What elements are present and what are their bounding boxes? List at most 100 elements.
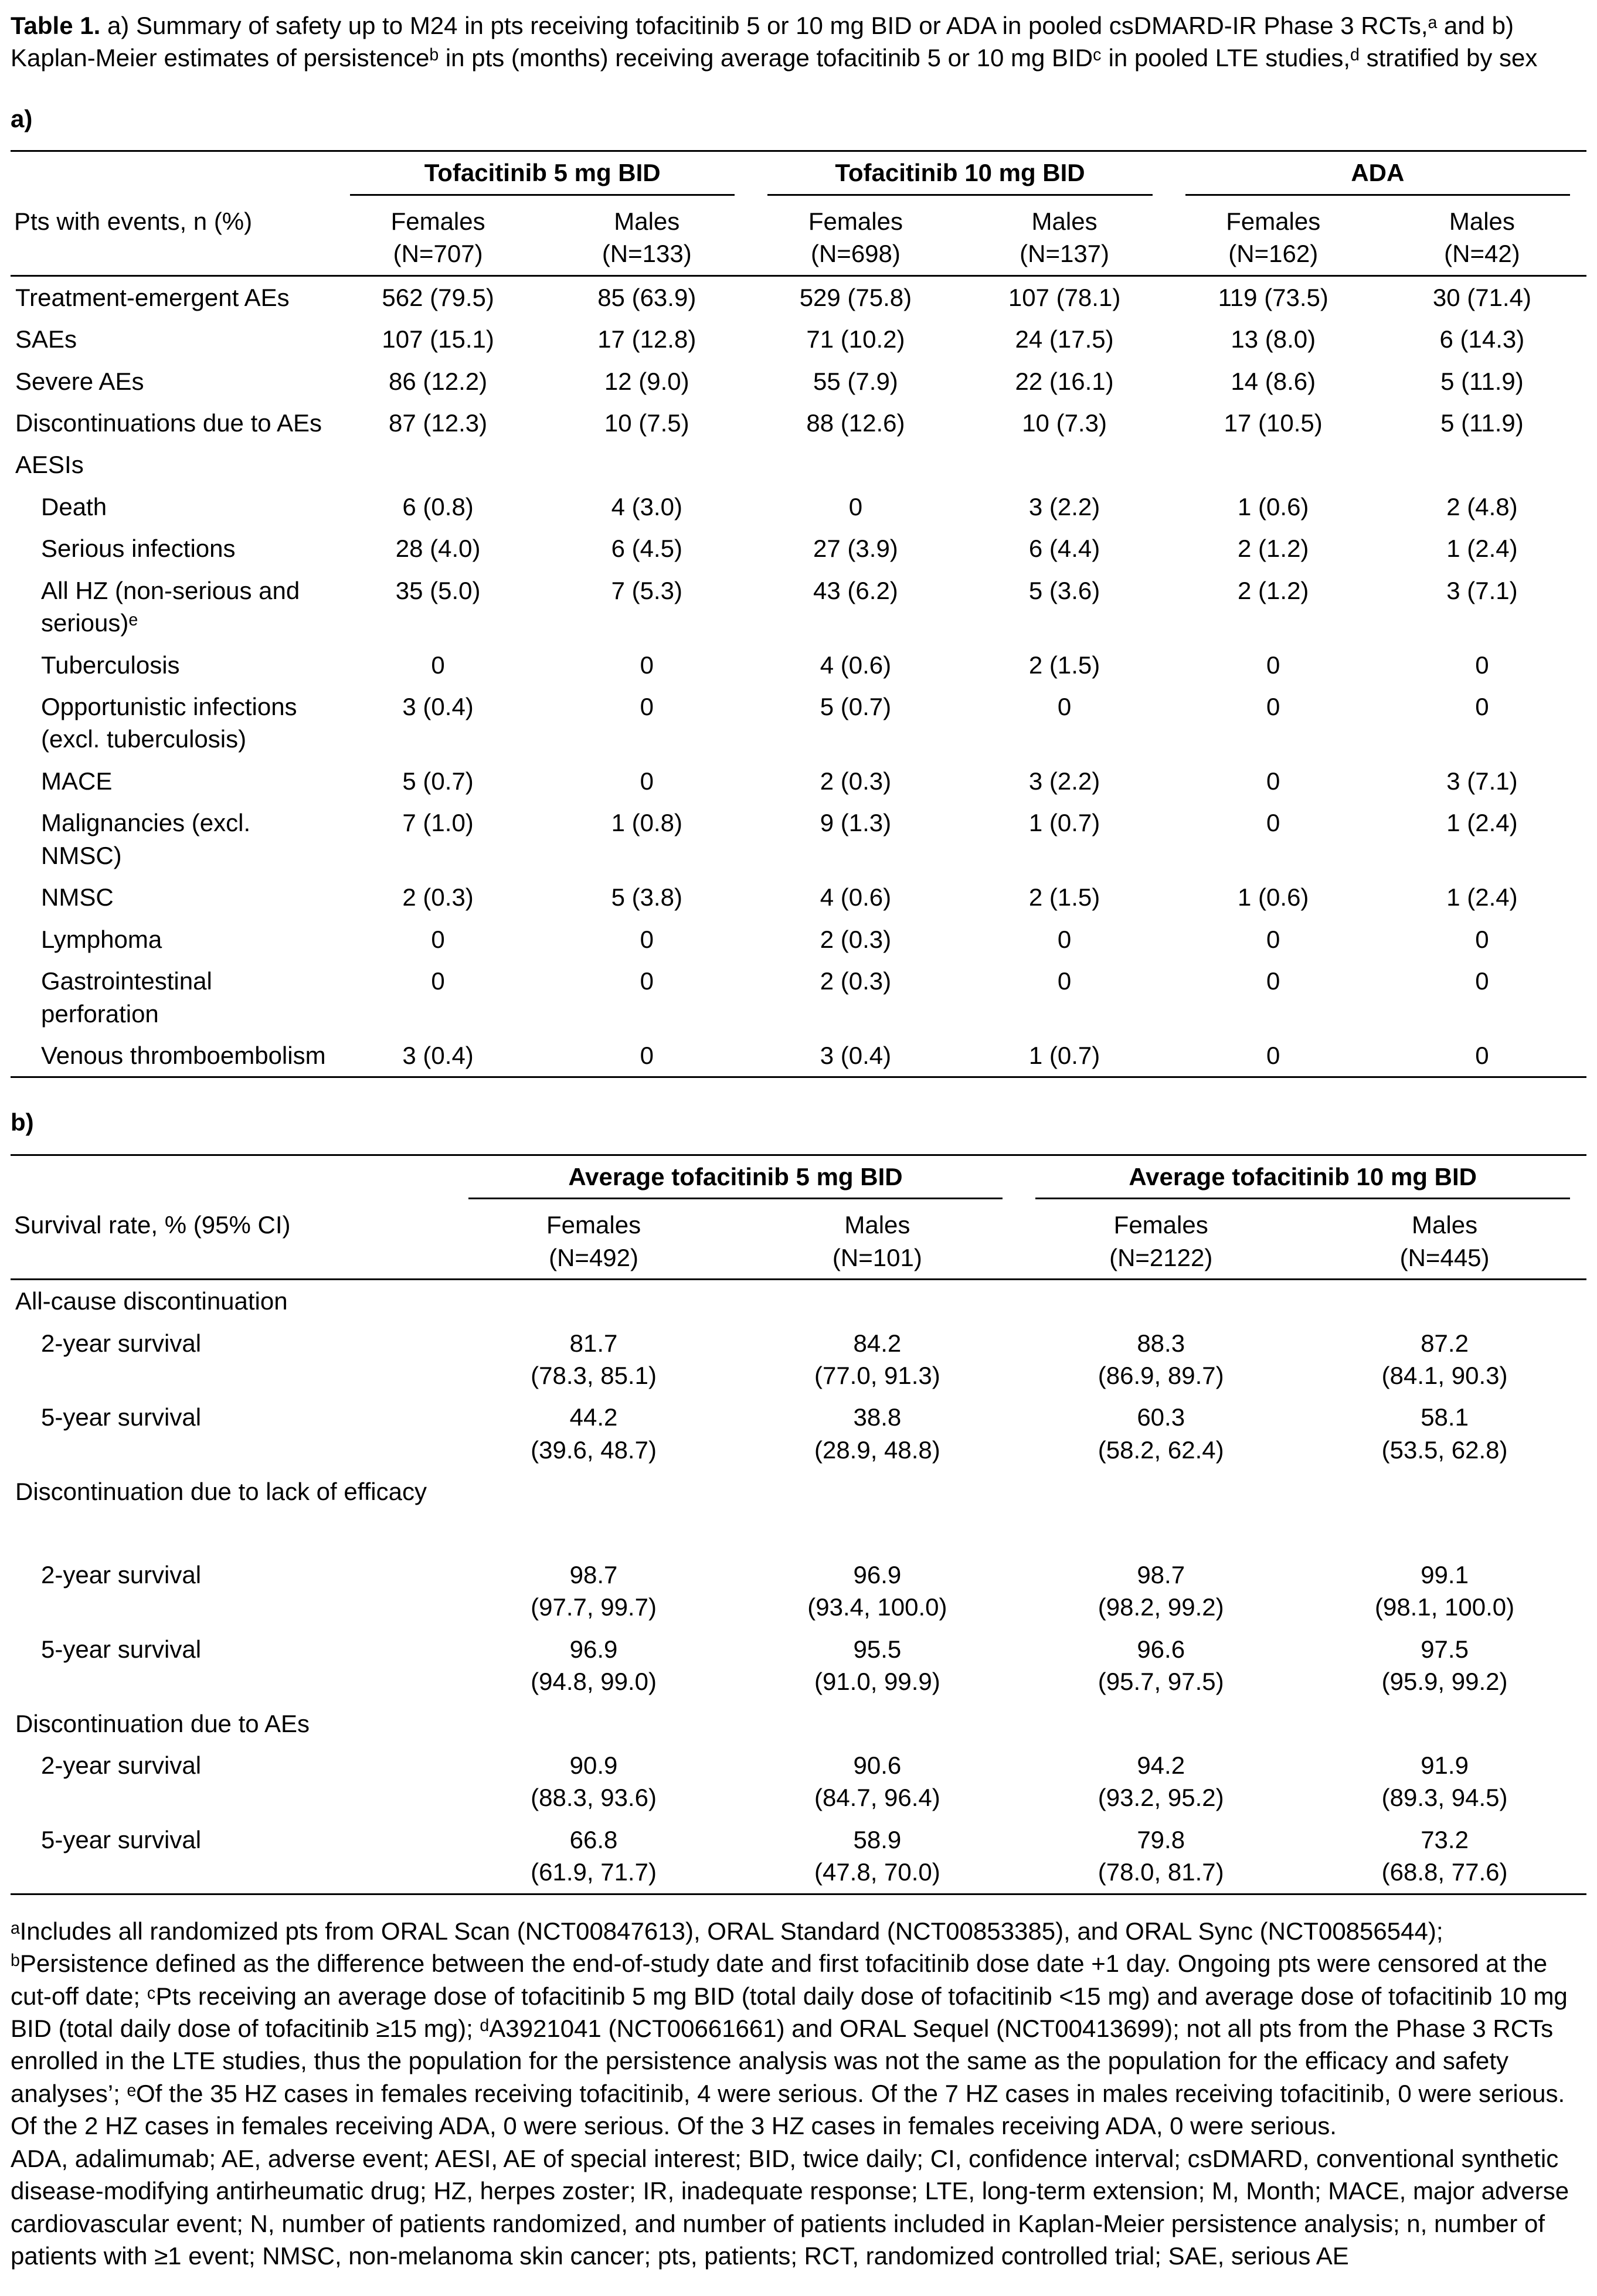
confidence-interval: (68.8, 77.6)	[1381, 1858, 1508, 1886]
group-header-label: Tofacitinib 10 mg BID	[767, 157, 1153, 196]
col-header-sex: Males	[1031, 207, 1097, 235]
table-row: SAEs 107 (15.1) 17 (12.8) 71 (10.2) 24 (…	[11, 318, 1586, 360]
footnote-notes: ᵃIncludes all randomized pts from ORAL S…	[11, 1917, 1568, 2140]
cell-value: 0	[1266, 1041, 1280, 1069]
table-row: 2-year survival 98.7 (97.7, 99.7) 96.9 (93…	[11, 1554, 1586, 1628]
cell-value: 1 (2.4)	[1446, 883, 1518, 911]
section-label: AESIs	[15, 451, 84, 479]
col-header-females-162: Females (N=162)	[1168, 200, 1378, 277]
cell-value: 0	[431, 925, 445, 953]
row-label: Lymphoma	[41, 925, 162, 953]
group-header-label: Average tofacitinib 10 mg BID	[1035, 1161, 1570, 1200]
cell-value: 10 (7.5)	[604, 409, 689, 437]
table-row: Gastrointestinal perforation 0 0 2 (0.3)…	[11, 960, 1586, 1035]
cell-value: 88 (12.6)	[806, 409, 905, 437]
cell-value: 0	[1266, 651, 1280, 679]
table-number: Table 1.	[11, 12, 101, 39]
cell-value: 2 (0.3)	[820, 767, 892, 795]
cell-value: 43 (6.2)	[813, 576, 898, 604]
row-label: Severe AEs	[15, 367, 144, 395]
survival-value: 66.8	[569, 1825, 618, 1853]
cell-value: 12 (9.0)	[604, 367, 689, 395]
confidence-interval: (97.7, 99.7)	[531, 1593, 657, 1621]
cell-value: 13 (8.0)	[1231, 325, 1316, 353]
group-header-spacer	[11, 151, 334, 200]
table-row: All HZ (non-serious and serious)ᵉ 35 (5.…	[11, 570, 1586, 644]
cell-value: 1 (0.7)	[1028, 1041, 1100, 1069]
cell-value: 91.9 (89.3, 94.5)	[1303, 1744, 1586, 1819]
col-header-males-445: Males (N=445)	[1303, 1204, 1586, 1281]
cell-value: 28 (4.0)	[395, 535, 481, 563]
col-header-n: (N=707)	[393, 240, 483, 268]
col-header-n: (N=2122)	[1109, 1243, 1213, 1271]
survival-value: 91.9	[1421, 1751, 1469, 1779]
cell-value: 17 (10.5)	[1224, 409, 1323, 437]
cell-value: 95.5 (91.0, 99.9)	[735, 1628, 1019, 1703]
cell-value: 5 (3.8)	[611, 883, 682, 911]
cell-value: 529 (75.8)	[799, 283, 912, 311]
cell-value: 2 (1.5)	[1028, 651, 1100, 679]
row-label: Serious infections	[41, 535, 236, 563]
cell-value: 6 (4.5)	[611, 535, 682, 563]
cell-value: 1 (0.7)	[1028, 809, 1100, 837]
cell-value: 44.2 (39.6, 48.7)	[452, 1396, 736, 1471]
cell-value: 0	[1057, 693, 1072, 720]
confidence-interval: (61.9, 71.7)	[531, 1858, 657, 1886]
survival-value: 58.1	[1421, 1403, 1469, 1431]
footnotes: ᵃIncludes all randomized pts from ORAL S…	[11, 1915, 1586, 2273]
col-header-n: (N=698)	[810, 240, 901, 268]
confidence-interval: (95.7, 97.5)	[1097, 1668, 1224, 1696]
row-label: Gastrointestinal perforation	[41, 967, 212, 1028]
cell-value: 86 (12.2)	[389, 367, 488, 395]
confidence-interval: (77.0, 91.3)	[814, 1362, 940, 1389]
confidence-interval: (89.3, 94.5)	[1381, 1784, 1508, 1812]
cell-value: 5 (11.9)	[1440, 409, 1524, 437]
cell-value: 14 (8.6)	[1231, 367, 1316, 395]
section-row-lack-of-efficacy: Discontinuation due to lack of efficacy	[11, 1471, 1586, 1553]
cell-value: 66.8 (61.9, 71.7)	[452, 1819, 736, 1894]
table-row: 5-year survival 44.2 (39.6, 48.7) 38.8 (28…	[11, 1396, 1586, 1471]
cell-value: 0	[640, 693, 654, 720]
confidence-interval: (84.1, 90.3)	[1381, 1362, 1508, 1389]
col-header-sex: Females	[1226, 207, 1321, 235]
survival-value: 90.6	[853, 1751, 902, 1779]
table-row: Discontinuations due to AEs 87 (12.3) 10…	[11, 402, 1586, 444]
confidence-interval: (47.8, 70.0)	[814, 1858, 940, 1886]
row-header-pts-with-events: Pts with events, n (%)	[11, 200, 334, 277]
table-row: MACE 5 (0.7) 0 2 (0.3) 3 (2.2) 0 3 (7.1)	[11, 760, 1586, 802]
group-header-label: ADA	[1185, 157, 1570, 196]
col-header-males-137: Males (N=137)	[960, 200, 1169, 277]
cell-value: 3 (0.4)	[402, 693, 474, 720]
footnote-abbreviations: ADA, adalimumab; AE, adverse event; AESI…	[11, 2144, 1569, 2270]
cell-value: 85 (63.9)	[597, 283, 696, 311]
section-row-aesis: AESIs	[11, 444, 1586, 485]
cell-value: 0	[640, 1041, 654, 1069]
cell-value: 0	[1475, 651, 1489, 679]
cell-value: 1 (2.4)	[1446, 535, 1518, 563]
group-header-tofacitinib-10mg: Tofacitinib 10 mg BID	[751, 151, 1168, 200]
cell-value: 7 (5.3)	[611, 576, 682, 604]
cell-value: 3 (7.1)	[1446, 576, 1518, 604]
cell-value: 1 (0.8)	[611, 809, 682, 837]
col-header-sex: Males	[1412, 1211, 1478, 1239]
cell-value: 0	[640, 651, 654, 679]
cell-value: 0	[1475, 967, 1489, 995]
survival-value: 84.2	[853, 1329, 902, 1357]
cell-value: 6 (4.4)	[1028, 535, 1100, 563]
row-label: MACE	[41, 767, 113, 795]
column-header-row: Pts with events, n (%) Females (N=707) Ma…	[11, 200, 1586, 277]
row-label: 5-year survival	[41, 1825, 202, 1853]
section-label: Discontinuation due to AEs	[15, 1709, 310, 1737]
survival-value: 96.9	[569, 1635, 618, 1663]
table-row: 5-year survival 66.8 (61.9, 71.7) 58.9 (47…	[11, 1819, 1586, 1894]
col-header-sex: Females	[546, 1211, 641, 1239]
row-label: All HZ (non-serious and serious)ᵉ	[41, 576, 300, 637]
cell-value: 87.2 (84.1, 90.3)	[1303, 1322, 1586, 1397]
cell-value: 22 (16.1)	[1015, 367, 1114, 395]
col-header-sex: Females	[808, 207, 903, 235]
confidence-interval: (28.9, 48.8)	[814, 1436, 940, 1464]
confidence-interval: (78.3, 85.1)	[531, 1362, 657, 1389]
cell-value: 2 (0.3)	[402, 883, 474, 911]
cell-value: 38.8 (28.9, 48.8)	[735, 1396, 1019, 1471]
confidence-interval: (98.2, 99.2)	[1097, 1593, 1224, 1621]
